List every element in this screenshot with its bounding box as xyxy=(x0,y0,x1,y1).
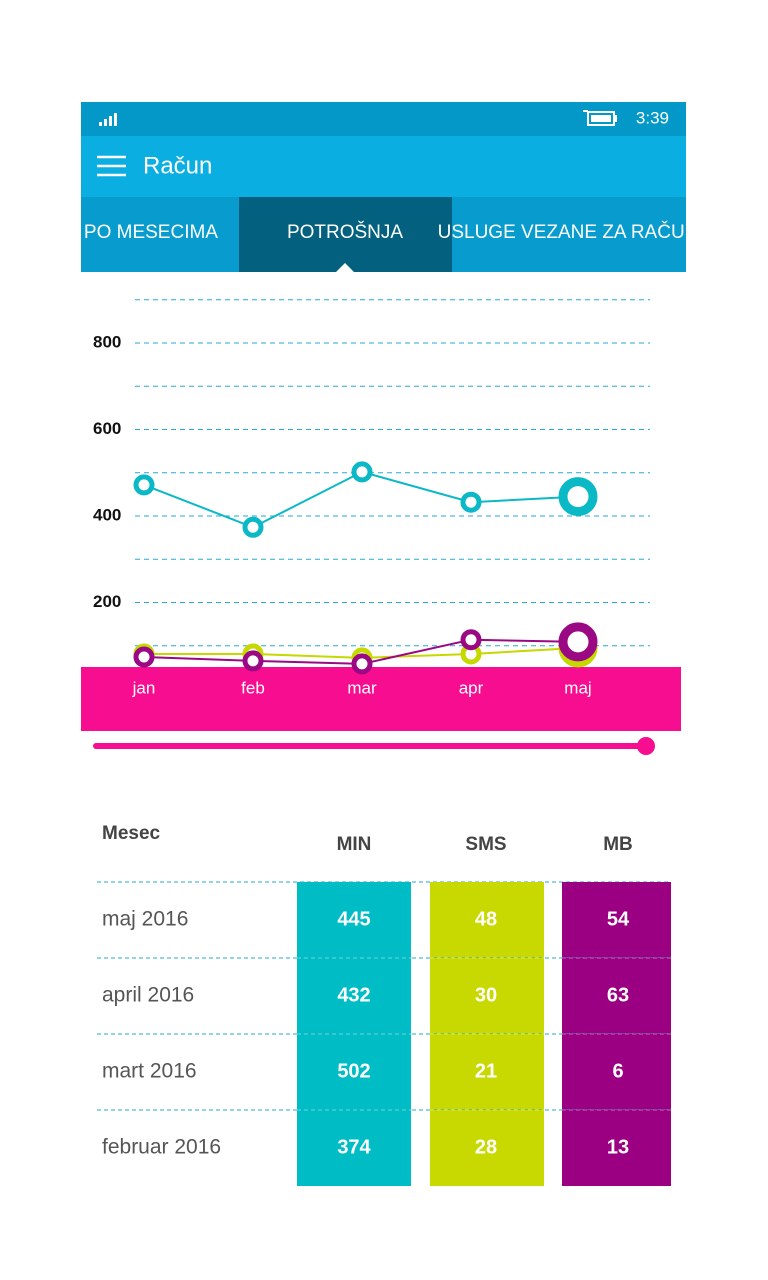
cell-value: 432 xyxy=(337,984,370,1006)
cell-bg xyxy=(430,882,544,958)
data-point xyxy=(242,516,264,538)
signal-icon xyxy=(99,113,117,126)
data-point xyxy=(558,477,598,517)
cell-value: 54 xyxy=(607,908,630,930)
y-tick-label: 400 xyxy=(93,506,121,525)
cell-value: 21 xyxy=(475,1060,497,1082)
cell-value: 30 xyxy=(475,984,497,1006)
x-tick-label: feb xyxy=(241,678,265,697)
tab[interactable]: UN PO MESECIMA xyxy=(51,222,218,243)
x-tick-label: jan xyxy=(132,678,156,697)
cell-bg xyxy=(430,1110,544,1186)
cell-bg xyxy=(297,1034,411,1110)
cell-bg xyxy=(430,1034,544,1110)
cell-value: 6 xyxy=(612,1060,623,1082)
tab-indicator xyxy=(336,263,354,272)
cell-value: 13 xyxy=(607,1136,629,1158)
tab-selected xyxy=(239,197,452,272)
data-point xyxy=(133,646,155,668)
data-point xyxy=(558,622,598,662)
cell-value: 374 xyxy=(337,1136,371,1158)
y-tick-label: 600 xyxy=(93,419,121,438)
chart-lines xyxy=(133,461,598,675)
cell-bg xyxy=(562,1034,671,1110)
row-label: maj 2016 xyxy=(102,908,188,931)
data-point xyxy=(460,629,482,651)
table-header: MB xyxy=(603,834,633,855)
y-tick-label: 800 xyxy=(93,333,121,352)
cell-bg xyxy=(297,882,411,958)
table-header: MIN xyxy=(337,834,372,855)
cell-bg xyxy=(297,1110,411,1186)
x-tick-label: maj xyxy=(564,678,591,697)
row-label: februar 2016 xyxy=(102,1136,221,1159)
row-label: mart 2016 xyxy=(102,1060,197,1083)
chart: 200 400 600 800 xyxy=(93,299,650,647)
app-title: Račun xyxy=(143,152,212,179)
table-header: SMS xyxy=(465,834,506,855)
menu-button[interactable] xyxy=(97,155,126,177)
battery-icon xyxy=(583,110,617,126)
cell-value: 28 xyxy=(475,1136,497,1158)
cell-bg xyxy=(430,958,544,1034)
cell-value: 445 xyxy=(337,908,370,930)
data-point xyxy=(351,653,373,675)
data-point xyxy=(133,474,155,496)
x-axis-band xyxy=(81,667,681,731)
data-point xyxy=(351,461,373,483)
app-bar xyxy=(81,136,686,197)
cell-bg xyxy=(562,958,671,1034)
cell-bg xyxy=(562,882,671,958)
y-tick-label: 200 xyxy=(93,592,121,611)
cell-bg xyxy=(562,1110,671,1186)
cell-value: 502 xyxy=(337,1060,370,1082)
tab[interactable]: USLUGE VEZANE ZA RAČUN xyxy=(438,221,699,243)
x-tick-label: mar xyxy=(347,678,377,697)
status-bar xyxy=(81,102,686,136)
row-label: april 2016 xyxy=(102,984,194,1007)
table-header: Mesec xyxy=(102,823,161,844)
data-point xyxy=(242,650,264,672)
x-tick-label: apr xyxy=(459,678,484,697)
cell-value: 48 xyxy=(475,908,497,930)
data-point xyxy=(460,491,482,513)
slider-thumb[interactable] xyxy=(637,737,655,755)
cell-value: 63 xyxy=(607,984,629,1006)
tab[interactable]: POTROŠNJA xyxy=(287,221,403,243)
clock: 3:39 xyxy=(636,108,669,127)
cell-bg xyxy=(297,958,411,1034)
